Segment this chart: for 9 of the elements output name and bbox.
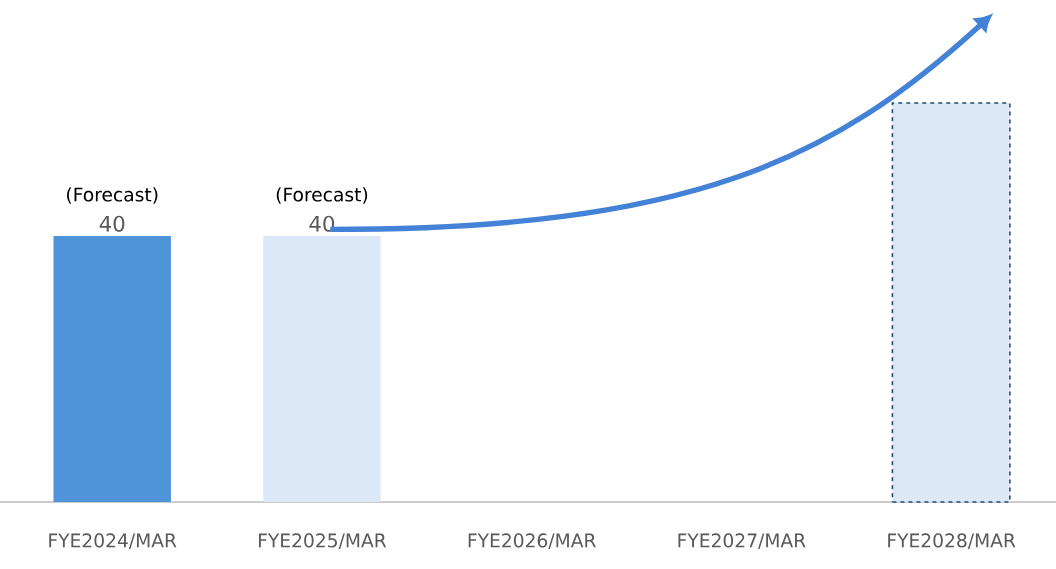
x-tick-label: FYE2024/MAR	[49, 533, 177, 549]
x-tick-label: FYE2026/MAR	[468, 533, 596, 549]
annotation: (Forecast)	[67, 187, 158, 204]
x-tick-label: FYE2027/MAR	[678, 533, 806, 549]
data-label: 40	[99, 215, 125, 232]
annotation: (Forecast)	[276, 187, 368, 204]
x-tick-label: FYE2028/MAR	[888, 533, 1016, 549]
x-tick-label: FYE2025/MAR	[259, 533, 387, 549]
data-label: 40	[309, 215, 335, 232]
